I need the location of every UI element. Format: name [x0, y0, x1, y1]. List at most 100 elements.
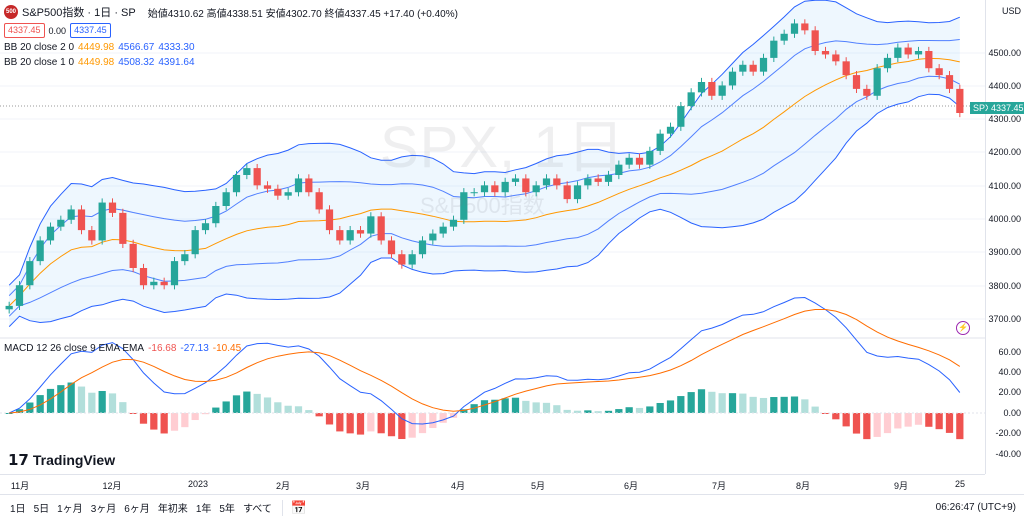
- macd-histogram-bar: [232, 395, 241, 413]
- candle-body: [625, 157, 633, 165]
- candle-body: [243, 168, 251, 175]
- macd-histogram-bar: [718, 393, 726, 413]
- macd-histogram-bar: [67, 382, 75, 413]
- macd-histogram-bar: [57, 385, 65, 413]
- symbol-legend[interactable]: 500 S&P500指数 · 1日 · SP 始値4310.62 高値4338.…: [4, 4, 458, 20]
- currency-label[interactable]: USD: [1001, 6, 1021, 16]
- time-tick: 2023: [187, 479, 209, 489]
- macd-histogram-bar: [15, 409, 24, 413]
- candle-body: [873, 68, 881, 96]
- time-tick: 3月: [355, 481, 371, 491]
- bb1-upper: 4508.32: [118, 57, 155, 68]
- watermark-symbol: SPX, 1日: [380, 115, 626, 180]
- macd-histogram-bar: [284, 405, 292, 413]
- candle-body: [904, 47, 912, 55]
- price-tick: 4000.00: [988, 214, 1021, 224]
- macd-histogram-bar: [945, 413, 954, 433]
- macd-histogram-bar: [294, 406, 303, 413]
- macd-histogram-bar: [770, 397, 778, 413]
- candle-body: [15, 285, 24, 306]
- macd-histogram-bar: [635, 407, 644, 413]
- candle-body: [398, 254, 406, 265]
- candle-body: [181, 254, 189, 262]
- candle-body: [770, 40, 778, 58]
- candle-body: [88, 230, 96, 241]
- candle-body: [811, 30, 819, 51]
- candle-body: [945, 75, 954, 89]
- price-chart[interactable]: [0, 0, 985, 474]
- candle-body: [5, 305, 13, 310]
- range-button[interactable]: すべて: [242, 504, 272, 515]
- candle-body: [429, 233, 437, 241]
- macd-tick: -40.00: [995, 449, 1021, 459]
- time-axis[interactable]: 11月 12月 2023 2月 3月 4月 5月 6月 7月 8月 9月 25: [0, 474, 985, 495]
- clock[interactable]: 06:26:47 (UTC+9): [935, 502, 1016, 513]
- events-lightning-icon[interactable]: ⚡: [956, 321, 970, 335]
- trade-buttons: 4337.45 0.00 4337.45: [4, 23, 111, 38]
- macd-histogram-bar: [77, 386, 86, 413]
- bb2-legend[interactable]: BB 20 close 2 0 4449.98 4566.67 4333.30: [4, 42, 195, 53]
- range-button[interactable]: 1日: [10, 504, 26, 515]
- range-button[interactable]: 1年: [195, 504, 212, 515]
- candle-body: [315, 192, 323, 210]
- candle-body: [284, 192, 292, 196]
- bb2-upper: 4566.67: [118, 42, 155, 53]
- macd-label: MACD 12 26 close 9 EMA EMA: [4, 343, 145, 354]
- range-button[interactable]: 5日: [33, 504, 50, 515]
- range-button[interactable]: 6ヶ月: [124, 504, 150, 515]
- bb-lower2-line: [8, 93, 961, 327]
- candle-body: [790, 23, 799, 34]
- candle-body: [232, 175, 241, 193]
- macd-histogram-bar: [315, 413, 323, 417]
- macd-histogram-bar: [811, 406, 819, 413]
- symbol-title[interactable]: S&P500指数 · 1日 · SP: [22, 7, 136, 19]
- macd-histogram-bar: [542, 402, 551, 413]
- macd-histogram-bar: [263, 397, 272, 413]
- macd-histogram-bar: [212, 407, 220, 413]
- bb1-legend[interactable]: BB 20 close 1 0 4449.98 4508.32 4391.64: [4, 57, 195, 68]
- range-button[interactable]: 5年: [219, 504, 235, 515]
- macd-histogram-bar: [181, 413, 189, 428]
- macd-histogram-bar: [852, 413, 861, 434]
- candle-body: [480, 185, 489, 193]
- range-button[interactable]: 年初来: [157, 504, 188, 515]
- macd-histogram-bar: [201, 413, 210, 415]
- macd-legend[interactable]: MACD 12 26 close 9 EMA EMA -16.68 -27.13…: [4, 343, 241, 354]
- macd-histogram-bar: [191, 413, 199, 421]
- range-button[interactable]: 1ヶ月: [57, 504, 83, 515]
- macd-histogram-bar: [914, 413, 923, 425]
- macd-histogram-bar: [522, 400, 530, 413]
- macd-histogram-bar: [501, 398, 509, 413]
- macd-histogram-bar: [150, 413, 158, 430]
- macd-histogram-bar: [894, 413, 902, 429]
- macd-histogram-bar: [46, 388, 55, 413]
- macd-hist-value: -16.68: [148, 343, 177, 354]
- candle-body: [925, 51, 933, 69]
- macd-tick: 20.00: [998, 387, 1021, 397]
- bb-upper2-line: [8, 0, 960, 286]
- price-axis[interactable]: USD 4500.00 4400.00 4300.00 4200.00 4100.00 4…: [970, 0, 1024, 474]
- macd-histogram-bar: [677, 396, 685, 413]
- candle-body: [367, 216, 375, 234]
- macd-histogram-bar: [553, 405, 561, 413]
- buy-button[interactable]: 4337.45: [70, 23, 111, 38]
- candle-body: [470, 192, 478, 194]
- chart-area[interactable]: SPX, 1日 S&P500指数 500 S&P500指数 · 1日 · SP …: [0, 0, 985, 474]
- candle-body: [346, 230, 354, 241]
- candle-body: [708, 82, 716, 96]
- sell-button[interactable]: 4337.45: [4, 23, 45, 38]
- price-tick: 4300.00: [988, 114, 1021, 124]
- candle-body: [408, 254, 416, 265]
- macd-histogram-bar: [460, 409, 468, 413]
- range-button[interactable]: 3ヶ月: [90, 504, 117, 515]
- price-tick: 4500.00: [988, 48, 1021, 58]
- candle-body: [139, 268, 148, 286]
- candle-body: [656, 133, 664, 151]
- date-range-icon[interactable]: 📅: [281, 499, 307, 516]
- macd-tick: 40.00: [998, 367, 1021, 377]
- candle-body: [77, 209, 86, 231]
- macd-histogram-bar: [646, 406, 654, 413]
- macd-histogram-bar: [408, 413, 416, 438]
- candle-body: [594, 178, 602, 182]
- candle-body: [821, 51, 830, 55]
